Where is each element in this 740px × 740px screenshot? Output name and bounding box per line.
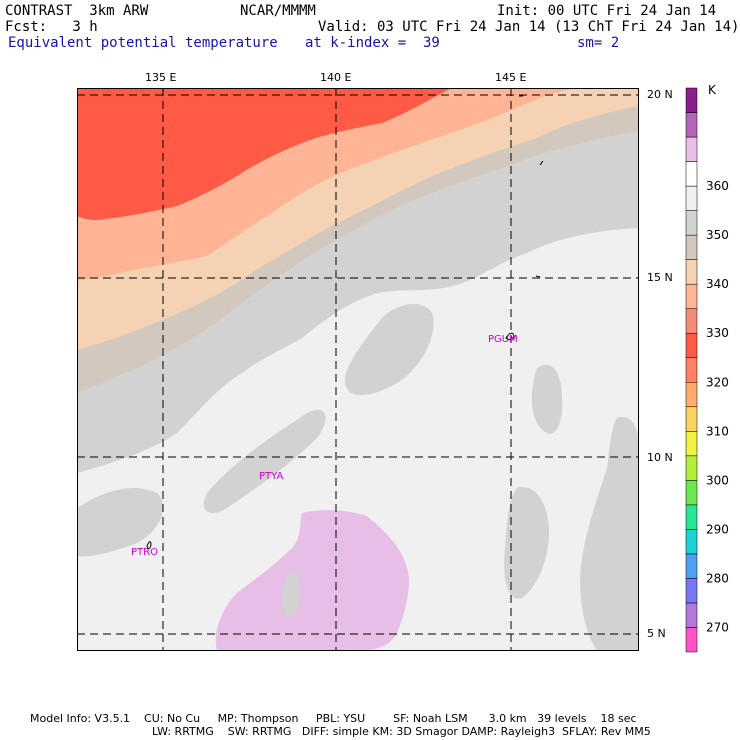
colorbar-tick-label: 310 [706, 424, 729, 438]
colorbar-swatch [685, 431, 698, 457]
colorbar-swatch [685, 210, 698, 236]
colorbar-swatch [685, 627, 698, 653]
colorbar-tick-label: 360 [706, 179, 729, 193]
gray-band-southeast [580, 417, 639, 651]
colorbar-unit: K [708, 83, 717, 97]
station-label: PGUM [488, 334, 518, 345]
colorbar-swatch [685, 308, 698, 334]
colorbar-swatch [685, 504, 698, 530]
model-title: CONTRAST 3km ARW [5, 3, 149, 19]
island-small-mark [535, 275, 541, 278]
colorbar-swatch [685, 529, 698, 555]
lon-label-145: 145 E [495, 71, 527, 84]
gray-band-west [203, 409, 326, 513]
colorbar-tick-label: 330 [706, 326, 729, 340]
map-frame [77, 88, 639, 651]
colorbar-swatch [685, 259, 698, 285]
colorbar-swatch [685, 112, 698, 138]
band-370 [77, 88, 452, 220]
colorbar-tick-label: 280 [706, 571, 729, 585]
lat-label-10: 10 N [647, 451, 673, 464]
station-label: PTRO [131, 547, 158, 558]
gray-band-southwest [77, 488, 164, 557]
colorbar-swatch [685, 553, 698, 579]
colorbar-swatch [685, 283, 698, 309]
field-name: Equivalent potential temperature [8, 35, 278, 51]
lat-label-15: 15 N [647, 271, 673, 284]
colorbar-swatch [685, 455, 698, 481]
smoothing-info: sm= 2 [577, 35, 620, 51]
band-340-purple [215, 510, 409, 651]
colorbar-swatch [685, 87, 698, 113]
colorbar-swatch [685, 357, 698, 383]
colorbar-swatch [685, 136, 698, 162]
init-time: Init: 00 UTC Fri 24 Jan 14 [497, 3, 717, 19]
valid-time: Valid: 03 UTC Fri 24 Jan 14 (13 ChT Fri … [318, 19, 740, 35]
colorbar-tick-label: 320 [706, 375, 729, 389]
colorbar-swatch [685, 480, 698, 506]
colorbar-tick-label: 270 [706, 620, 729, 634]
theta-e-map: PGUM PTYA PTRO [77, 88, 639, 651]
gray-band-mid [344, 303, 434, 396]
center-name: NCAR/MMMM [240, 3, 316, 19]
model-info-line1: Model Info: V3.5.1 CU: No Cu MP: Thompso… [30, 712, 637, 725]
lat-label-5: 5 N [647, 627, 666, 640]
colorbar-swatch [685, 578, 698, 604]
model-info-line2: LW: RRTMG SW: RRTMG DIFF: simple KM: 3D … [152, 725, 651, 738]
colorbar-swatch [685, 602, 698, 628]
lon-label-135: 135 E [145, 71, 177, 84]
island-palau-mark [146, 541, 152, 549]
colorbar-swatch [685, 185, 698, 211]
gray-band-east [531, 364, 563, 434]
station-label: PTYA [259, 471, 283, 482]
colorbar-swatch [685, 234, 698, 260]
colorbar-tick-label: 350 [706, 228, 729, 242]
colorbar-tick-label: 340 [706, 277, 729, 291]
island-north-mark [539, 160, 544, 166]
colorbar-tick-label: 300 [706, 473, 729, 487]
gray-band-south [504, 487, 550, 599]
island-guam-mark [505, 332, 515, 341]
purple-hole [282, 572, 300, 618]
colorbar-swatch [685, 161, 698, 187]
lat-label-20: 20 N [647, 88, 673, 101]
colorbar-swatch [685, 382, 698, 408]
colorbar: K 360 350 340 330 320 310 300 290 280 270 [685, 83, 729, 653]
colorbar-tick-label: 290 [706, 522, 729, 536]
colorbar-swatch [685, 332, 698, 358]
forecast-hour: Fcst: 3 h [5, 19, 98, 35]
colorbar-swatch [685, 406, 698, 432]
level-info: at k-index = 39 [305, 35, 440, 51]
lon-label-140: 140 E [320, 71, 352, 84]
band-375 [77, 88, 197, 130]
